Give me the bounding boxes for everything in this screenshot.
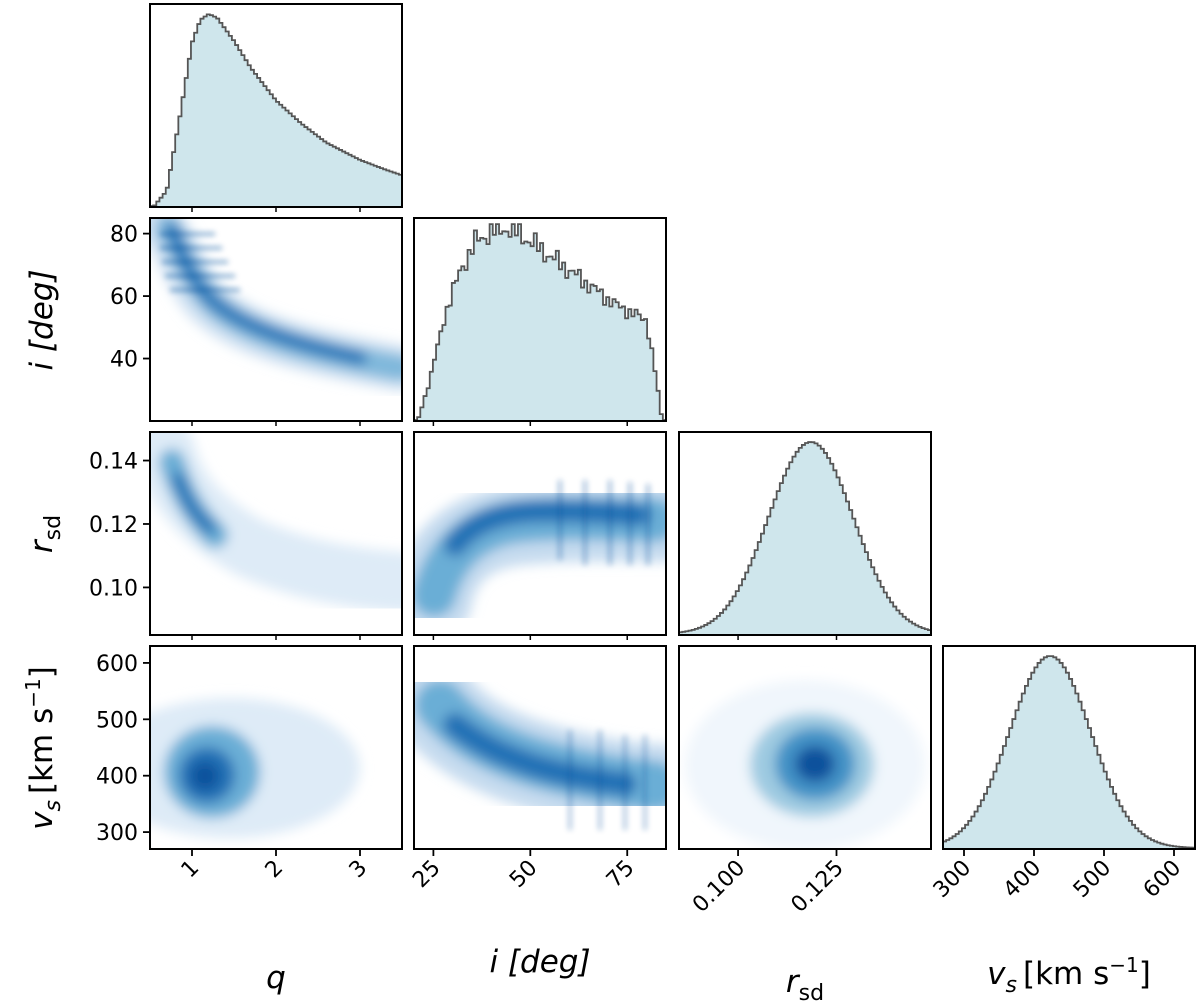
xlabel-rsd: rsd [786, 964, 824, 1006]
hist-q-fill [150, 14, 402, 206]
xlabel-i: i [deg] [489, 944, 590, 980]
ylabel-vs-close: ] [24, 666, 60, 678]
hist-i-fill [414, 224, 666, 420]
xlabel-vs-sup: −1 [1109, 953, 1138, 977]
svg-text:i [deg]: i [deg] [24, 269, 60, 370]
density-q-vs [150, 646, 402, 849]
hist-rsd [678, 431, 932, 636]
ylabel-vs-sup: −1 [21, 678, 45, 707]
xtick-label-q-1: 2 [261, 856, 289, 884]
ylabel-vs-unit: [km s [24, 708, 60, 794]
hist-vs-fill [943, 656, 1195, 848]
ytick-label-vs-2: 500 [96, 708, 138, 733]
ylabel-i-text: i [deg] [24, 269, 60, 370]
panel-i-rsd-frame [413, 431, 667, 636]
ylabel-vs-sub: s [41, 800, 66, 811]
xlabel-vs-sub: s [1006, 973, 1017, 998]
svg-text:vs[km s−1]: vs [km s−1] [21, 666, 66, 830]
hist-i-outline [414, 223, 666, 421]
xtick-label-vs-2: 500 [1069, 856, 1116, 903]
ytick-label-vs-1: 400 [96, 765, 138, 790]
xtick-label-rsd-0: 0.100 [688, 856, 750, 918]
ytick-label-i-1: 60 [110, 285, 138, 310]
svg-text:rsd: rsd [24, 515, 66, 553]
ytick-label-rsd-2: 0.14 [89, 450, 138, 475]
ylabel-i: i [deg] [24, 269, 60, 370]
ylabel-rsd-sub: sd [41, 515, 66, 540]
xlabel-vs-letter: v [987, 956, 1006, 992]
hist-q-outline [150, 13, 402, 207]
xlabel-vs-close: ] [1139, 956, 1151, 992]
xlabel-rsd-letter: r [786, 964, 801, 1000]
xtick-label-rsd-1: 0.125 [787, 856, 849, 918]
panel-rsd-rsd-frame [678, 431, 932, 636]
density-q-i [150, 218, 402, 421]
ytick-label-i-0: 40 [110, 348, 138, 373]
ytick-label-rsd-0: 0.10 [89, 576, 138, 601]
hist-i [413, 217, 667, 422]
hist-rsd-outline [679, 441, 931, 634]
xlabel-i-text: i [deg] [489, 944, 590, 980]
xlabel-vs: vs [km s−1] [987, 953, 1151, 998]
density-i-vs [414, 646, 666, 849]
density-rsd-vs [679, 646, 931, 849]
panel-rsd-vs-frame [678, 645, 932, 850]
ylabel-rsd-letter: r [24, 538, 60, 553]
ytick-label-vs-0: 300 [96, 821, 138, 846]
xtick-label-q-0: 1 [177, 856, 205, 884]
ylabel-rsd: rsd [24, 515, 66, 553]
xlabel-vs-unit: [km s [1023, 956, 1109, 992]
density-q-rsd [150, 432, 402, 635]
density-i-rsd [414, 432, 666, 635]
hist-q [149, 3, 403, 208]
xlabel-rsd-sub: sd [799, 981, 824, 1006]
hist-vs [942, 645, 1196, 850]
xtick-label-q-2: 3 [345, 856, 373, 884]
xtick-label-vs-3: 600 [1139, 856, 1186, 903]
panel-i-vs-frame [413, 645, 667, 850]
ytick-label-i-2: 80 [110, 223, 138, 248]
ytick-label-vs-3: 600 [96, 652, 138, 677]
panel-vs-vs-frame [942, 645, 1196, 850]
xtick-label-i-0: 25 [408, 856, 445, 893]
panel-i-i-frame [413, 217, 667, 422]
xtick-label-vs-1: 400 [999, 856, 1046, 903]
xlabel-q: q [266, 960, 286, 996]
xtick-label-i-1: 50 [505, 856, 542, 893]
ytick-label-rsd-1: 0.12 [89, 513, 138, 538]
hist-vs-outline [943, 655, 1195, 849]
xtick-label-vs-0: 300 [929, 856, 976, 903]
ylabel-vs-letter: v [24, 811, 60, 830]
ylabel-vs: vs [km s−1] [21, 666, 66, 830]
xtick-label-i-2: 75 [602, 856, 639, 893]
